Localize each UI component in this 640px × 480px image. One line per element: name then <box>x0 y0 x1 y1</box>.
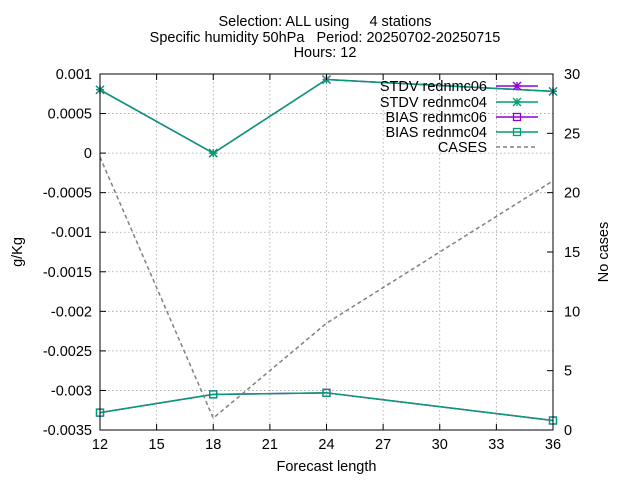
y2-tick-label: 5 <box>564 364 572 380</box>
series-line <box>99 156 554 420</box>
chart-title: Selection: ALL using 4 stations Specific… <box>150 14 501 61</box>
y-tick-label: -0.0005 <box>43 186 92 202</box>
x-tick-label: 12 <box>92 437 108 453</box>
y2-tick-label: 20 <box>564 186 580 202</box>
marker-stroke <box>512 81 522 91</box>
y-tick-label: -0.0015 <box>43 265 92 281</box>
x-tick-label: 30 <box>432 437 448 453</box>
axes: 12 15 18 21 24 27 30 33 36 0.001 0.0005 0 -0.0005 -0.… <box>43 67 580 453</box>
y-tick-label: -0.001 <box>51 225 92 241</box>
marker-square <box>322 388 331 397</box>
y-tick-label: -0.0035 <box>43 423 92 439</box>
y2-tick-label: 30 <box>564 67 580 83</box>
y-tick-label: 0.001 <box>56 67 92 83</box>
y-tick-label: -0.002 <box>51 304 92 320</box>
legend-marker <box>512 81 522 91</box>
legend-marker <box>512 112 522 122</box>
series-line <box>99 78 554 154</box>
legend-marker <box>512 97 522 107</box>
marker-stroke <box>208 148 218 158</box>
legend-marker <box>512 127 522 137</box>
marker-square <box>512 112 522 122</box>
title-line-3: Hours: 12 <box>294 45 357 61</box>
y-tick-label: 0.0005 <box>48 107 92 123</box>
x-tick-label: 36 <box>545 437 561 453</box>
y2-tick-label: 10 <box>564 304 580 320</box>
legend-entry: STDV rednmc06 <box>380 79 538 95</box>
legend-entry: CASES <box>438 140 538 156</box>
y2-axis-label: No cases <box>596 222 612 282</box>
marker-square <box>209 390 218 399</box>
series-bias-rednmc04 <box>95 388 558 425</box>
x-axis-label: Forecast length <box>277 459 377 475</box>
plot-series <box>95 75 558 425</box>
y-tick-label: 0 <box>84 146 92 162</box>
legend-label: STDV rednmc06 <box>380 79 487 95</box>
data-point <box>209 390 218 399</box>
x-tick-label: 21 <box>262 437 278 453</box>
x-tick-label: 18 <box>205 437 221 453</box>
legend-entry: BIAS rednmc06 <box>385 110 538 126</box>
legend-label: CASES <box>438 140 487 156</box>
title-line-1: Selection: ALL using 4 stations <box>218 14 431 30</box>
marker-square <box>512 127 522 137</box>
title-line-2: Specific humidity 50hPa Period: 20250702… <box>150 30 501 46</box>
legend-entry: BIAS rednmc04 <box>385 125 538 141</box>
y-axis-label: g/Kg <box>10 237 26 267</box>
legend-label: BIAS rednmc06 <box>385 110 487 126</box>
series-stdv-rednmc04 <box>95 75 558 158</box>
x-tick-label: 33 <box>488 437 504 453</box>
x-tick-label: 27 <box>375 437 391 453</box>
y-tick-label: -0.003 <box>51 383 92 399</box>
y2-tick-label: 25 <box>564 126 580 142</box>
y2-tick-label: 15 <box>564 245 580 261</box>
series-line <box>99 392 554 422</box>
data-point <box>322 388 331 397</box>
legend-label: STDV rednmc04 <box>380 95 487 111</box>
y2-tick-label: 0 <box>564 423 572 439</box>
x-tick-label: 15 <box>149 437 165 453</box>
marker-stroke <box>512 97 522 107</box>
series-cases <box>99 156 554 420</box>
y-tick-label: -0.0025 <box>43 344 92 360</box>
x-tick-label: 24 <box>318 437 334 453</box>
data-point <box>208 148 218 158</box>
legend-entry: STDV rednmc04 <box>380 95 538 111</box>
legend-label: BIAS rednmc04 <box>385 125 487 141</box>
